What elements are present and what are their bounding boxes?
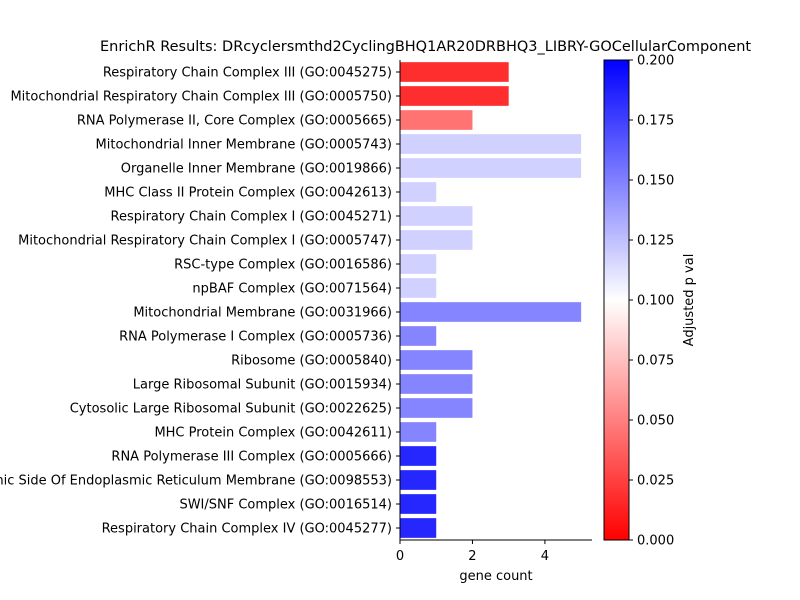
y-tick-label: Large Ribosomal Subunit (GO:0015934): [133, 378, 392, 393]
y-tick-label: RNA Polymerase III Complex (GO:0005666): [111, 450, 392, 465]
bar: [400, 446, 436, 466]
y-tick-label: Respiratory Chain Complex I (GO:0045271): [111, 210, 393, 225]
bar: [400, 182, 436, 202]
colorbar-tick-label: 0.100: [637, 294, 674, 309]
bar: [400, 350, 472, 370]
y-tick-label: Cytosolic Large Ribosomal Subunit (GO:00…: [70, 402, 392, 417]
colorbar: 0.000 0.025 0.050 0.075 0.100 0.125 0.150 0.175…: [604, 54, 674, 549]
colorbar-tick-label: 0.150: [637, 174, 674, 189]
colorbar-gradient: [604, 60, 629, 540]
bar: [400, 470, 436, 490]
colorbar-label: Adjusted p val: [682, 254, 697, 347]
y-tick-label: Respiratory Chain Complex III (GO:004527…: [103, 66, 392, 81]
y-tick-label: Respiratory Chain Complex IV (GO:0045277…: [102, 522, 392, 537]
y-tick-label: MHC Protein Complex (GO:0042611): [154, 426, 392, 441]
colorbar-tick-label: 0.050: [637, 414, 674, 429]
y-tick-label: Mitochondrial Respiratory Chain Complex …: [18, 234, 392, 249]
bar: [400, 230, 472, 250]
bars-layer: [400, 62, 581, 538]
y-tick-label: Mitochondrial Respiratory Chain Complex …: [10, 90, 392, 105]
y-tick-label: SWI/SNF Complex (GO:0016514): [179, 498, 392, 513]
y-tick-label: Ribosome (GO:0005840): [231, 354, 392, 369]
bar: [400, 374, 472, 394]
colorbar-tick-label: 0.075: [637, 354, 674, 369]
y-tick-label: Mitochondrial Membrane (GO:0031966): [133, 306, 392, 321]
bar: [400, 62, 509, 82]
colorbar-tick-label: 0.175: [637, 114, 674, 129]
bar: [400, 134, 581, 154]
bar: [400, 278, 436, 298]
colorbar-tick-label: 0.200: [637, 54, 674, 69]
bar: [400, 86, 509, 106]
bar: [400, 302, 581, 322]
colorbar-tick-label: 0.000: [637, 534, 674, 549]
x-axis-label: gene count: [459, 569, 532, 584]
bar: [400, 206, 472, 226]
bar: [400, 110, 472, 130]
y-tick-label: MHC Class II Protein Complex (GO:0042613…: [104, 186, 392, 201]
bar: [400, 494, 436, 514]
y-tick-label: RSC-type Complex (GO:0016586): [174, 258, 392, 273]
colorbar-tick-label: 0.025: [637, 474, 674, 489]
y-tick-label: npBAF Complex (GO:0071564): [192, 282, 392, 297]
y-tick-label: RNA Polymerase I Complex (GO:0005736): [119, 330, 392, 345]
y-tick-label: Cytoplasmic Side Of Endoplasmic Reticulu…: [0, 474, 392, 489]
bar: [400, 158, 581, 178]
y-tick-label: Organelle Inner Membrane (GO:0019866): [121, 162, 392, 177]
y-tick-label: RNA Polymerase II, Core Complex (GO:0005…: [77, 114, 392, 129]
x-tick-label: 2: [468, 549, 476, 564]
x-tick-label: 4: [541, 549, 549, 564]
y-tick-label: Mitochondrial Inner Membrane (GO:0005743…: [96, 138, 392, 153]
bar: [400, 422, 436, 442]
bar: [400, 518, 436, 538]
x-tick-label: 0: [396, 549, 404, 564]
bar: [400, 326, 436, 346]
bar: [400, 254, 436, 274]
colorbar-tick-label: 0.125: [637, 234, 674, 249]
bar: [400, 398, 472, 418]
